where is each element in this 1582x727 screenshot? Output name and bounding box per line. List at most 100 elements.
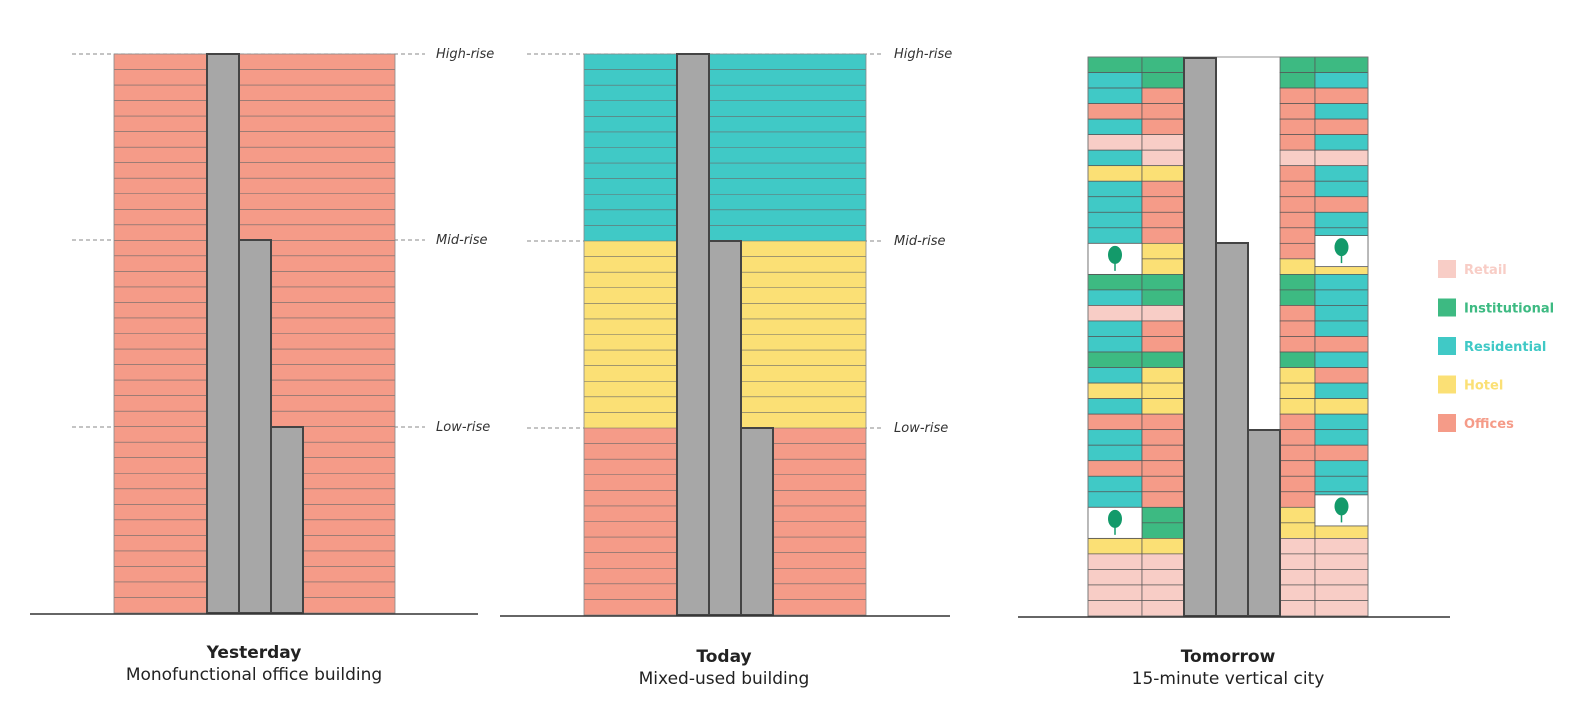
floor-cell bbox=[1314, 336, 1369, 353]
floor-cell bbox=[1141, 56, 1185, 73]
legend-swatch-institutional bbox=[1438, 298, 1456, 317]
floor-cell bbox=[1314, 553, 1369, 570]
floor-cell bbox=[1141, 274, 1185, 291]
floor-cell bbox=[1141, 444, 1185, 462]
level-label-low-rise: Low-rise bbox=[894, 421, 948, 436]
floor-cell bbox=[1279, 72, 1316, 89]
floor-cell bbox=[1314, 367, 1369, 384]
legend-label-hotel: Hotel bbox=[1464, 379, 1503, 394]
core-column bbox=[1247, 429, 1281, 617]
floor-cell bbox=[1279, 305, 1316, 322]
floor-cell bbox=[1279, 506, 1316, 524]
floor-cell bbox=[1141, 491, 1185, 508]
floor-cell bbox=[1141, 336, 1185, 353]
caption-yesterday-title: Yesterday bbox=[206, 643, 302, 663]
floor-cell bbox=[1141, 180, 1185, 198]
core-column bbox=[740, 427, 774, 616]
floor-cell bbox=[1141, 600, 1185, 617]
floor-cell bbox=[1314, 118, 1369, 135]
floor-cell bbox=[1141, 538, 1185, 555]
caption-today-title: Today bbox=[696, 647, 752, 667]
floor-cell bbox=[1314, 56, 1369, 73]
floor-cell bbox=[1087, 274, 1143, 291]
floor-cell bbox=[1087, 196, 1143, 213]
caption-today-subtitle: Mixed-used building bbox=[638, 669, 810, 689]
floor-cell bbox=[1314, 305, 1369, 322]
floor-cell bbox=[1279, 413, 1316, 431]
floor-cell bbox=[1279, 336, 1316, 353]
ground-lines bbox=[30, 613, 1450, 618]
floor-cell bbox=[1279, 289, 1316, 306]
floor-cell bbox=[1087, 134, 1143, 151]
legend-label-institutional: Institutional bbox=[1464, 302, 1554, 317]
floor-cell bbox=[1141, 413, 1185, 431]
caption-tomorrow: Tomorrow 15-minute vertical city bbox=[1048, 646, 1408, 690]
panel-yesterday-building bbox=[113, 53, 396, 614]
floor-cell bbox=[1087, 460, 1143, 477]
floor-cell bbox=[1087, 429, 1143, 446]
core-column bbox=[270, 426, 304, 614]
legend-label-residential: Residential bbox=[1464, 340, 1546, 355]
floor-cell bbox=[1141, 211, 1185, 229]
floor-cell bbox=[1279, 600, 1316, 617]
floor-cell bbox=[1141, 149, 1185, 167]
floor-cell bbox=[1279, 320, 1316, 337]
floor-cell bbox=[1087, 227, 1143, 244]
core-column bbox=[1215, 242, 1249, 617]
floor-cell bbox=[1141, 72, 1185, 89]
floor-cell bbox=[1141, 382, 1185, 399]
floor-cell bbox=[1279, 553, 1316, 570]
floor-cell bbox=[1141, 398, 1185, 415]
floor-cell bbox=[1279, 118, 1316, 135]
floor-cell bbox=[1087, 305, 1143, 322]
floor-cell bbox=[1279, 367, 1316, 384]
floor-cell bbox=[1087, 351, 1143, 368]
floor-cell bbox=[1087, 413, 1143, 431]
floor-cell bbox=[1087, 600, 1143, 617]
floor-cell bbox=[1087, 320, 1143, 337]
floor-cell bbox=[1279, 491, 1316, 508]
floor-cell bbox=[1314, 413, 1369, 431]
floor-cell bbox=[1279, 351, 1316, 368]
floor-cell bbox=[1314, 382, 1369, 399]
floor-cell bbox=[1314, 72, 1369, 89]
caption-yesterday: Yesterday Monofunctional office building bbox=[74, 642, 434, 686]
level-label-mid-rise: Mid-rise bbox=[436, 233, 488, 248]
floor-cell bbox=[1314, 149, 1369, 167]
floor-cell bbox=[1279, 382, 1316, 399]
floor-cell bbox=[1141, 429, 1185, 446]
floor-cell bbox=[1314, 103, 1369, 120]
floor-cell bbox=[1314, 196, 1369, 213]
floor-cell bbox=[1141, 522, 1185, 539]
core-column bbox=[708, 240, 742, 616]
caption-today: Today Mixed-used building bbox=[544, 646, 904, 690]
floor-cell bbox=[1279, 569, 1316, 586]
floor-cell bbox=[1141, 584, 1185, 601]
floor-cell bbox=[1141, 305, 1185, 322]
tree-icon bbox=[1334, 238, 1349, 257]
legend-swatch-retail bbox=[1438, 260, 1456, 278]
floor-cell bbox=[1279, 522, 1316, 539]
floor-cell bbox=[1279, 227, 1316, 244]
panel-today-building bbox=[583, 53, 867, 616]
floor-cell bbox=[1087, 149, 1143, 167]
floor-cell bbox=[1314, 475, 1369, 493]
caption-yesterday-subtitle: Monofunctional office building bbox=[125, 665, 383, 685]
floor-cell bbox=[1087, 569, 1143, 586]
floor-cell bbox=[1087, 180, 1143, 198]
floor-cell bbox=[1314, 351, 1369, 368]
caption-tomorrow-subtitle: 15-minute vertical city bbox=[1131, 669, 1325, 689]
floor-cell bbox=[1279, 165, 1316, 182]
level-labels: High-rise Mid-rise Low-rise High-rise Mid-ri… bbox=[436, 47, 952, 436]
floor-cell bbox=[1314, 538, 1369, 555]
floor-cell bbox=[1314, 398, 1369, 415]
floor-cell bbox=[1141, 242, 1185, 260]
level-label-high-rise: High-rise bbox=[436, 47, 494, 62]
tree-icon bbox=[1108, 245, 1122, 264]
legend: Retail Institutional Residential Hotel Offic… bbox=[1438, 260, 1554, 432]
floor-cell bbox=[1087, 553, 1143, 570]
floor-cell bbox=[1141, 227, 1185, 244]
floor-cell bbox=[1141, 506, 1185, 524]
floor-cell bbox=[1279, 56, 1316, 73]
